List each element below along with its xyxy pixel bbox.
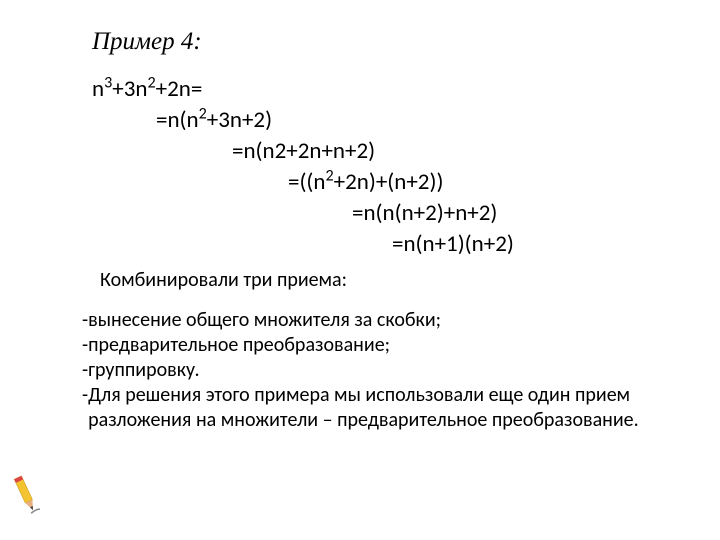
subtitle: Комбинировали три приема: (100, 268, 690, 292)
bullet-text: предварительное преобразование; (88, 333, 690, 358)
pencil-icon (10, 468, 40, 518)
bullet-list: - вынесение общего множителя за скобки; … (82, 308, 690, 433)
bullet-item: - вынесение общего множителя за скобки; (82, 308, 690, 333)
bullet-item: - предварительное преобразование; (82, 333, 690, 358)
math-line-3: =n(n2+2n+n+2) (232, 136, 690, 167)
math-line-4: =((n2+2n)+(n+2)) (288, 167, 690, 198)
bullet-item: - Для решения этого примера мы использов… (82, 383, 690, 433)
math-line-2: =n(n2+3n+2) (156, 105, 690, 136)
example-title: Пример 4: (92, 28, 690, 56)
math-line-5: =n(n(n+2)+n+2) (352, 198, 690, 229)
bullet-text: вынесение общего множителя за скобки; (88, 308, 690, 333)
math-line-6: =n(n+1)(n+2) (392, 229, 690, 260)
math-line-1: n3+3n2+2n= (92, 74, 690, 105)
bullet-text: группировку. (88, 358, 690, 383)
bullet-item: - группировку. (82, 358, 690, 383)
bullet-text: Для решения этого примера мы использовал… (88, 383, 690, 433)
